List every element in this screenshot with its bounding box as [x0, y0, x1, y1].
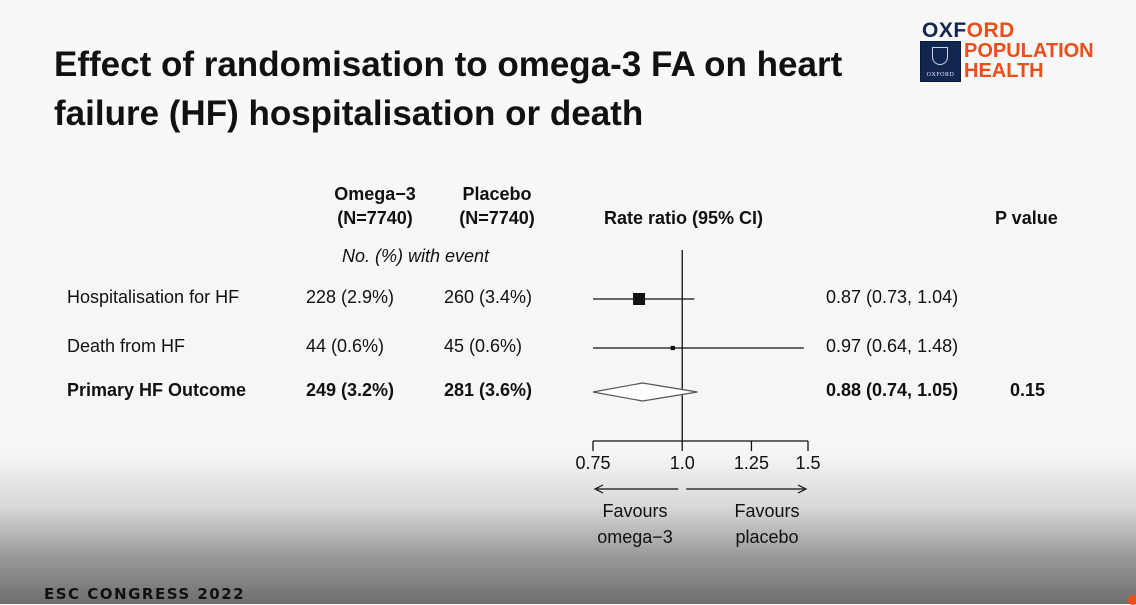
x-tick-label-0: 0.75	[575, 453, 610, 473]
col-header-placebo-line2: (N=7740)	[459, 208, 535, 228]
oxford-crest-icon: OXFORD	[920, 41, 961, 82]
crest-text: OXFORD	[926, 72, 955, 78]
logo-oxford-word: OXFORD	[922, 19, 1015, 42]
row-p-primary-hf-outcome: 0.15	[1010, 380, 1046, 400]
row-placebo-primary-hf-outcome: 281 (3.6%)	[444, 380, 533, 400]
x-tick-label-3: 1.5	[795, 453, 820, 473]
row-label-hospitalisation-for-hf: Hospitalisation for HF	[67, 287, 240, 307]
favours-right-line2: placebo	[735, 527, 798, 547]
row-placebo-hospitalisation-for-hf: 260 (3.4%)	[444, 287, 533, 307]
corner-dot	[1128, 595, 1136, 605]
row-omega3-primary-hf-outcome: 249 (3.2%)	[306, 380, 395, 400]
col-header-omega3-line1: Omega−3	[334, 184, 416, 204]
row-ci-death-from-hf: 0.97 (0.64, 1.48)	[826, 336, 959, 356]
favours-left-arrowhead-icon	[593, 484, 604, 494]
x-tick-label-2: 1.25	[734, 453, 769, 473]
row-omega3-hospitalisation-for-hf: 228 (2.9%)	[306, 287, 395, 307]
row-ci-hospitalisation-for-hf: 0.87 (0.73, 1.04)	[826, 287, 959, 307]
row-label-primary-hf-outcome: Primary HF Outcome	[67, 380, 247, 400]
estimate-square-hospitalisation-for-hf	[633, 293, 646, 305]
logo-health-word: HEALTH	[964, 60, 1044, 82]
favours-left-line1: Favours	[602, 501, 667, 521]
col-header-placebo-line1: Placebo	[462, 184, 532, 204]
col-header-omega3: Omega−3 (N=7740)	[322, 182, 428, 230]
row-ci-primary-hf-outcome: 0.88 (0.74, 1.05)	[826, 380, 959, 400]
estimate-square-death-from-hf	[670, 345, 675, 351]
ci-diamond-primary-hf-outcome	[592, 382, 698, 402]
favours-left-line2: omega−3	[597, 527, 673, 547]
crest-shield-icon	[932, 47, 948, 65]
col-header-omega3-line2: (N=7740)	[337, 208, 413, 228]
col-header-placebo: Placebo (N=7740)	[444, 182, 550, 230]
oxford-population-health-logo: OXFORD OXFORD POPULATION HEALTH	[918, 20, 1133, 84]
row-omega3-death-from-hf: 44 (0.6%)	[306, 336, 385, 356]
x-tick-label-1: 1.0	[670, 453, 695, 473]
footer-congress: ESC CONGRESS 2022	[44, 585, 246, 603]
slide-title: Effect of randomisation to omega-3 FA on…	[54, 45, 843, 133]
row-label-death-from-hf: Death from HF	[67, 336, 186, 356]
events-subheader: No. (%) with event	[342, 246, 490, 266]
favours-right-line1: Favours	[734, 501, 799, 521]
col-header-rate-ratio: Rate ratio (95% CI)	[604, 208, 764, 228]
logo-population-word: POPULATION	[964, 40, 1094, 62]
col-header-p-value: P value	[995, 208, 1058, 228]
row-placebo-death-from-hf: 45 (0.6%)	[444, 336, 523, 356]
favours-right-arrowhead-icon	[797, 484, 808, 494]
